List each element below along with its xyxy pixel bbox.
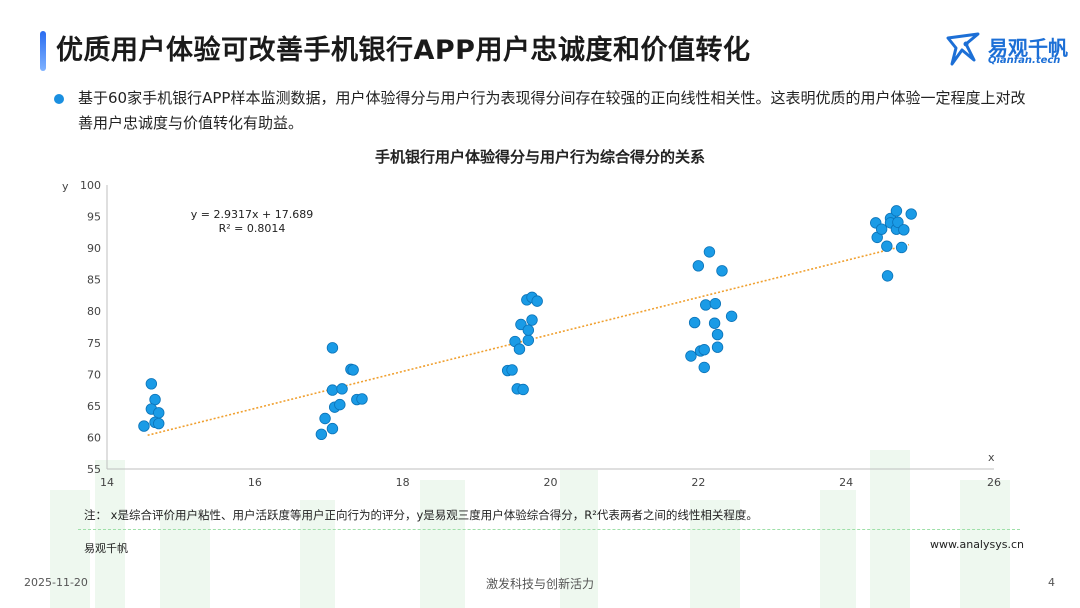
logo-text-en: Qianfan.tech xyxy=(988,55,1061,66)
data-point xyxy=(522,324,535,336)
y-tick-label: 65 xyxy=(87,400,101,413)
y-tick-label: 85 xyxy=(87,274,101,287)
footer-slogan: 激发科技与创新活力 xyxy=(485,577,594,591)
logo-text-cn: 易观千帆 xyxy=(988,36,1068,60)
data-point xyxy=(526,314,538,326)
x-tick-label: 26 xyxy=(987,476,1001,489)
source-website: www.analysys.cn xyxy=(930,538,1024,551)
trendline-r2: R² = 0.8014 xyxy=(219,222,286,235)
x-tick-label: 20 xyxy=(544,476,558,489)
trendline-equation: y = 2.9317x + 17.689 xyxy=(191,208,313,221)
data-point xyxy=(153,407,165,419)
chart-title: 手机银行用户体验得分与用户行为综合得分的关系 xyxy=(374,148,705,166)
x-tick-label: 18 xyxy=(396,476,410,489)
data-point xyxy=(890,205,903,217)
data-point xyxy=(517,383,529,396)
data-point xyxy=(145,378,158,390)
y-tick-label: 80 xyxy=(87,305,101,318)
data-point xyxy=(531,295,543,307)
data-point xyxy=(334,398,346,411)
brand-logo: 易观千帆 Qianfan.tech xyxy=(944,30,1068,70)
data-point xyxy=(881,240,893,252)
divider xyxy=(78,529,1020,530)
data-point xyxy=(711,341,724,353)
data-point xyxy=(513,343,526,355)
bullet-dot-icon xyxy=(54,94,64,104)
data-point xyxy=(905,208,917,220)
y-tick-label: 100 xyxy=(80,179,101,192)
data-point xyxy=(315,428,328,440)
data-point xyxy=(709,297,722,310)
data-point xyxy=(326,342,339,354)
x-tick-label: 24 xyxy=(839,476,853,489)
x-tick-label: 14 xyxy=(100,476,114,489)
x-axis-label: x xyxy=(988,451,995,464)
x-tick-label: 16 xyxy=(248,476,262,489)
page-number: 4 xyxy=(1048,576,1055,589)
y-tick-label: 95 xyxy=(87,211,101,224)
bullet-text: 基于60家手机银行APP样本监测数据，用户体验得分与用户行为表现得分间存在较强的… xyxy=(78,89,1026,132)
y-tick-label: 60 xyxy=(87,431,101,444)
data-point xyxy=(875,223,888,235)
data-point xyxy=(698,361,710,374)
footer-date: 2025-11-20 xyxy=(24,576,88,589)
y-tick-label: 55 xyxy=(87,463,101,476)
data-point xyxy=(895,241,908,254)
data-point xyxy=(700,299,712,311)
data-point xyxy=(326,384,339,396)
data-point xyxy=(708,317,721,329)
y-tick-label: 70 xyxy=(87,368,101,381)
data-point xyxy=(522,334,535,346)
data-point xyxy=(319,412,331,425)
data-point xyxy=(725,310,738,322)
data-point xyxy=(685,350,697,362)
data-point xyxy=(356,393,368,405)
data-point xyxy=(698,344,710,356)
y-axis-label: y xyxy=(62,180,69,193)
source-label: 易观千帆 xyxy=(84,542,128,555)
data-point xyxy=(336,383,348,395)
data-point xyxy=(153,417,165,430)
data-point xyxy=(703,246,716,258)
data-point xyxy=(881,270,894,282)
data-point xyxy=(506,364,518,376)
data-point xyxy=(347,364,359,376)
chart-note: 注： x是综合评价用户粘性、用户活跃度等用户正向行为的评分，y是易观三度用户体验… xyxy=(84,508,758,522)
data-point xyxy=(892,216,904,228)
data-point xyxy=(711,328,724,341)
data-point xyxy=(716,265,728,277)
qianfan-logo-icon xyxy=(946,32,980,66)
data-point xyxy=(692,260,705,272)
data-point xyxy=(898,224,910,236)
data-point xyxy=(326,422,339,435)
page-title: 优质用户体验可改善手机银行APP用户忠诚度和价值转化 xyxy=(56,35,751,66)
title-accent-bar xyxy=(40,31,46,71)
y-tick-label: 90 xyxy=(87,242,101,255)
data-point xyxy=(149,393,161,406)
x-tick-label: 22 xyxy=(691,476,705,489)
data-point xyxy=(688,316,701,329)
data-point xyxy=(138,420,150,432)
y-tick-label: 75 xyxy=(87,337,101,350)
